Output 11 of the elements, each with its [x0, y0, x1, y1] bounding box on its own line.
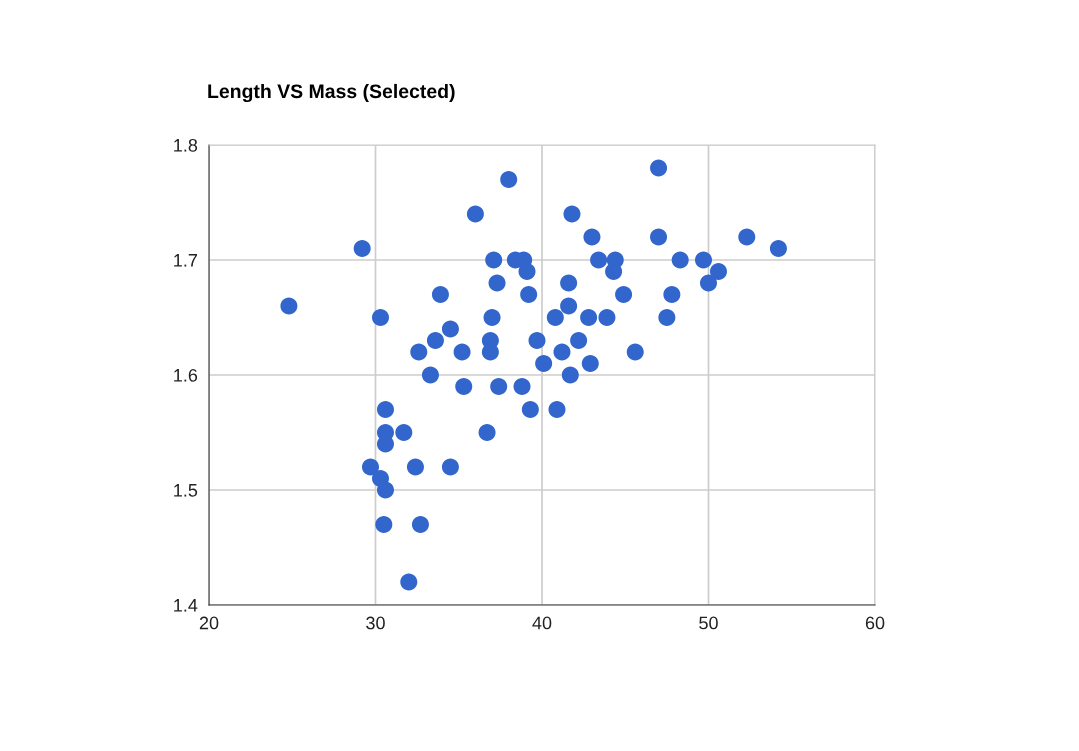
- x-tick-label: 50: [699, 616, 718, 630]
- y-tick-label: 1.7: [174, 254, 197, 267]
- y-tick-label: 1.4: [174, 599, 198, 612]
- y-tick-label: 1.6: [174, 368, 198, 382]
- chart-title: Length VS Mass (Selected): [208, 83, 455, 103]
- x-tick-label: 20: [199, 616, 219, 630]
- y-tick-label: 1.8: [174, 138, 198, 152]
- y-tick-label: 1.5: [174, 484, 198, 497]
- x-tick-label: 60: [865, 616, 885, 630]
- x-tick-label: 30: [366, 616, 385, 630]
- x-tick-label: 40: [532, 616, 552, 630]
